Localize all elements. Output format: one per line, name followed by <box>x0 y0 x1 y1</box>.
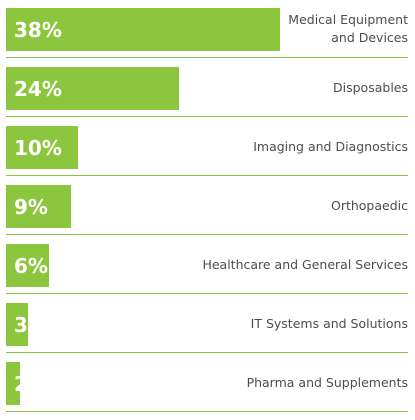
category-label: Disposables <box>333 80 408 95</box>
bar-value-label: 10% <box>14 136 62 160</box>
bar: 38% <box>6 8 280 51</box>
bar-row: 3% IT Systems and Solutions <box>6 303 408 353</box>
bar: 2% <box>6 362 48 405</box>
bar: 24% <box>6 67 179 110</box>
bar-row: 2% Pharma and Supplements <box>6 362 408 412</box>
bar-row: 10% Imaging and Diagnostics <box>6 126 408 176</box>
bar-value-label: 3% <box>14 313 48 337</box>
bar: 6% <box>6 244 49 287</box>
bar-row: 6% Healthcare and General Services <box>6 244 408 294</box>
category-label: Orthopaedic <box>330 198 408 213</box>
category-label: Medical Equipment and Devices <box>288 12 408 45</box>
bar-value-label: 6% <box>14 254 48 278</box>
bar-value-label: 9% <box>14 195 48 219</box>
bar-value-label: 2% <box>14 372 48 396</box>
bar: 9% <box>6 185 71 228</box>
category-label: IT Systems and Solutions <box>250 316 408 331</box>
bar-row: 9% Orthopaedic <box>6 185 408 235</box>
bar-row: 38% Medical Equipment and Devices <box>6 8 408 58</box>
bar-row: 24% Disposables <box>6 67 408 117</box>
bar: 3% <box>6 303 48 346</box>
bar: 10% <box>6 126 78 169</box>
category-label: Imaging and Diagnostics <box>253 139 408 154</box>
category-label: Pharma and Supplements <box>246 375 408 390</box>
category-label: Healthcare and General Services <box>202 257 408 272</box>
bar-value-label: 38% <box>14 18 62 42</box>
bar-value-label: 24% <box>14 77 62 101</box>
